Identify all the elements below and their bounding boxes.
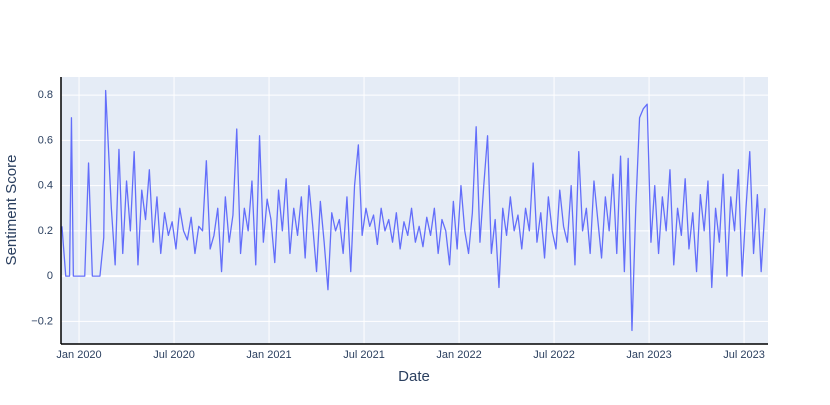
y-tick-label: −0.2 — [31, 315, 53, 327]
x-tick-label: Jul 2020 — [153, 349, 195, 361]
x-tick-label: Jul 2021 — [343, 349, 385, 361]
x-tick-label: Jul 2023 — [723, 349, 765, 361]
x-axis-title: Date — [398, 368, 430, 385]
x-tick-label: Jan 2023 — [626, 349, 671, 361]
y-tick-label: 0.6 — [38, 134, 53, 146]
y-tick-label: 0.2 — [38, 225, 53, 237]
y-tick-label: 0.4 — [38, 180, 53, 192]
x-tick-label: Jan 2022 — [436, 349, 481, 361]
y-tick-label: 0 — [47, 270, 53, 282]
y-tick-label: 0.8 — [38, 89, 53, 101]
x-tick-label: Jul 2022 — [533, 349, 575, 361]
y-axis-title: Sentiment Score — [3, 155, 20, 266]
series-line — [61, 89, 766, 332]
x-tick-label: Jan 2020 — [56, 349, 101, 361]
x-tick-label: Jan 2021 — [246, 349, 291, 361]
